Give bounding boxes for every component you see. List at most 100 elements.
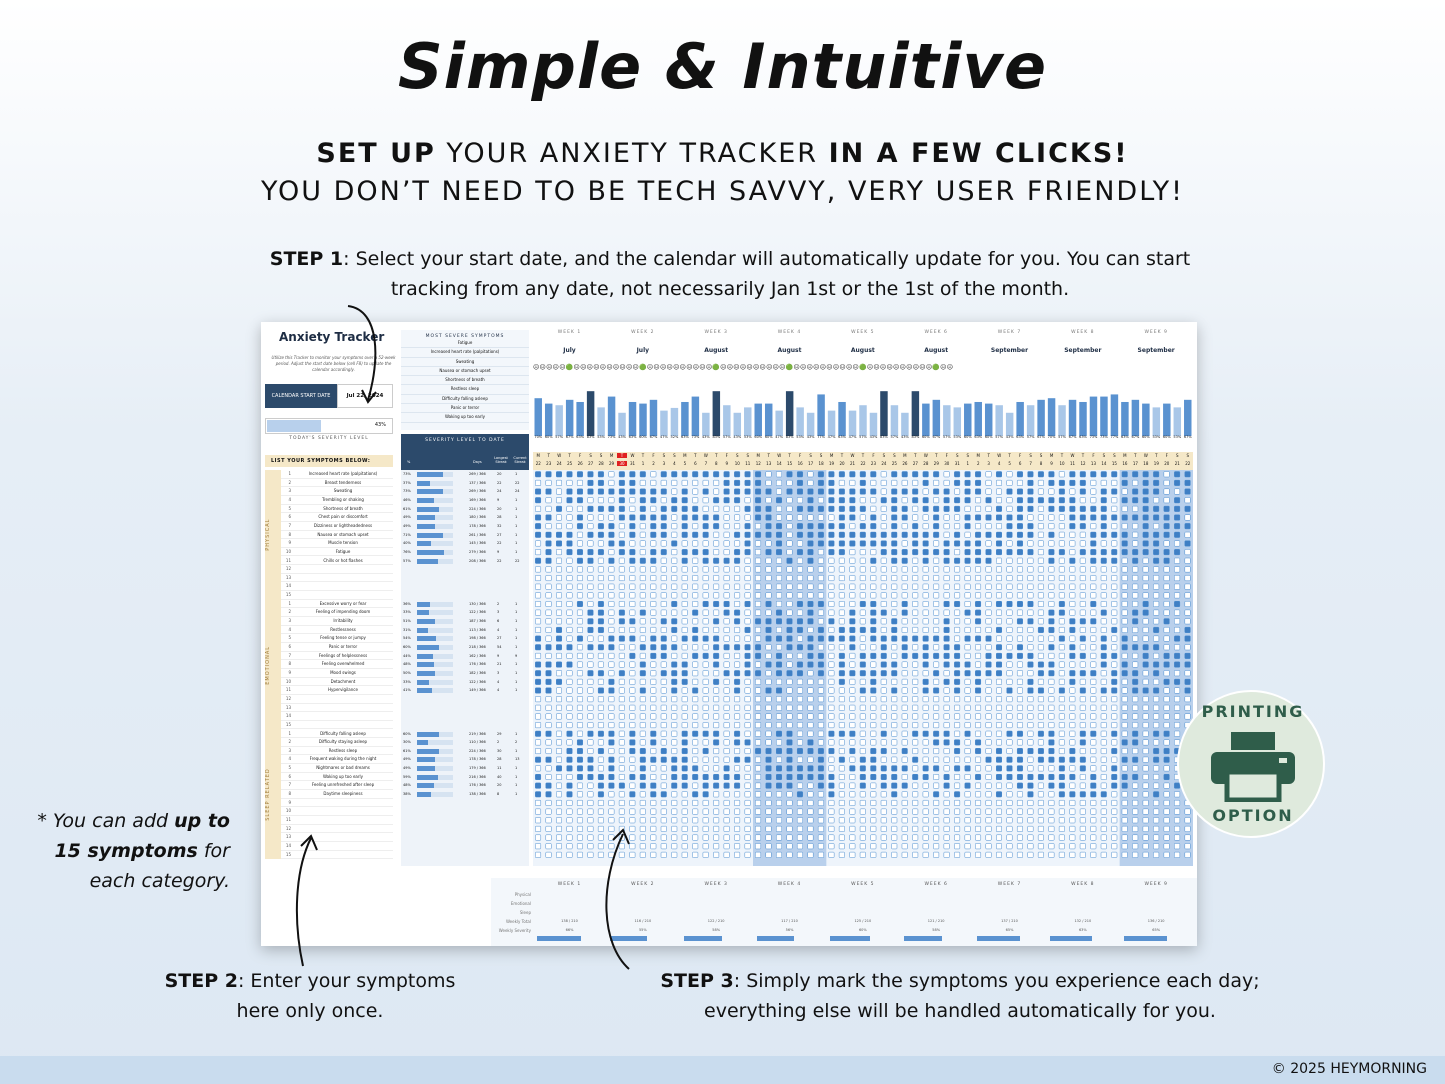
checkbox[interactable] [933,583,940,590]
checkbox[interactable] [870,505,877,512]
checkbox[interactable] [744,514,751,521]
checkbox-checked[interactable] [891,791,898,798]
checkbox[interactable] [1184,834,1191,841]
checkbox[interactable] [1163,497,1170,504]
checkbox-checked[interactable] [692,635,699,642]
checkbox[interactable] [1090,834,1097,841]
checkbox[interactable] [597,722,604,729]
checkbox[interactable] [734,722,741,729]
checkbox-checked[interactable] [1058,756,1065,763]
checkbox[interactable] [1090,713,1097,720]
checkbox[interactable] [901,704,908,711]
checkbox-checked[interactable] [618,488,625,495]
checkbox-checked[interactable] [587,557,594,564]
checkbox[interactable] [786,817,793,824]
checkbox[interactable] [1142,722,1149,729]
checkbox[interactable] [870,549,877,556]
checkbox-checked[interactable] [1184,652,1191,659]
checkbox[interactable] [964,626,971,633]
checkbox[interactable] [535,808,542,815]
checkbox-checked[interactable] [849,505,856,512]
checkbox-checked[interactable] [1100,514,1107,521]
checkbox-checked[interactable] [859,488,866,495]
checkbox[interactable] [880,817,887,824]
checkbox[interactable] [912,618,919,625]
checkbox[interactable] [566,704,573,711]
checkbox[interactable] [912,799,919,806]
checkbox-checked[interactable] [765,531,772,538]
checkbox-checked[interactable] [692,609,699,616]
checkbox-checked[interactable] [597,670,604,677]
checkbox-checked[interactable] [828,618,835,625]
checkbox[interactable] [535,817,542,824]
checkbox-checked[interactable] [859,652,866,659]
checkbox[interactable] [943,799,950,806]
checkbox-checked[interactable] [1027,687,1034,694]
checkbox-checked[interactable] [786,748,793,755]
checkbox[interactable] [660,497,667,504]
checkbox[interactable] [1027,799,1034,806]
checkbox[interactable] [859,497,866,504]
checkbox-checked[interactable] [629,557,636,564]
checkbox[interactable] [838,592,845,599]
checkbox[interactable] [671,652,678,659]
symptom-name[interactable]: Daytime sleepiness [323,791,363,797]
checkbox-checked[interactable] [1163,661,1170,668]
checkbox-checked[interactable] [734,609,741,616]
checkbox[interactable] [1100,670,1107,677]
checkbox[interactable] [650,670,657,677]
checkbox[interactable] [964,687,971,694]
checkbox[interactable] [943,843,950,850]
checkbox-checked[interactable] [545,730,552,737]
checkbox-checked[interactable] [660,635,667,642]
checkbox[interactable] [1153,497,1160,504]
checkbox[interactable] [1006,471,1013,478]
checkbox-checked[interactable] [901,514,908,521]
checkbox[interactable] [933,817,940,824]
checkbox-checked[interactable] [1048,670,1055,677]
checkbox[interactable] [786,825,793,832]
checkbox-checked[interactable] [1069,505,1076,512]
checkbox[interactable] [838,722,845,729]
checkbox[interactable] [650,601,657,607]
checkbox[interactable] [681,644,688,651]
checkbox[interactable] [933,644,940,651]
checkbox[interactable] [1058,834,1065,841]
checkbox[interactable] [692,799,699,806]
checkbox[interactable] [954,834,961,841]
checkbox[interactable] [985,799,992,806]
checkbox-checked[interactable] [996,531,1003,538]
checkbox[interactable] [660,609,667,616]
checkbox[interactable] [901,523,908,530]
checkbox-checked[interactable] [817,635,824,642]
checkbox-checked[interactable] [975,514,982,521]
checkbox-checked[interactable] [608,774,615,780]
checkbox[interactable] [755,791,762,798]
checkbox[interactable] [891,678,898,685]
checkbox[interactable] [1100,825,1107,832]
checkbox[interactable] [1174,851,1181,858]
checkbox[interactable] [891,808,898,815]
checkbox[interactable] [838,739,845,746]
checkbox[interactable] [1163,765,1170,772]
checkbox[interactable] [1079,851,1086,858]
checkbox[interactable] [838,765,845,772]
checkbox[interactable] [618,626,625,633]
checkbox-checked[interactable] [723,488,730,495]
checkbox-checked[interactable] [723,782,730,789]
checkbox[interactable] [618,661,625,668]
checkbox[interactable] [566,505,573,512]
checkbox-checked[interactable] [870,523,877,530]
checkbox-checked[interactable] [859,471,866,478]
checkbox-checked[interactable] [985,531,992,538]
checkbox[interactable] [849,704,856,711]
checkbox[interactable] [1027,609,1034,616]
checkbox[interactable] [1037,739,1044,746]
checkbox[interactable] [912,782,919,789]
checkbox-checked[interactable] [1090,549,1097,556]
checkbox-checked[interactable] [755,488,762,495]
checkbox[interactable] [545,626,552,633]
checkbox[interactable] [650,722,657,729]
checkbox[interactable] [1090,609,1097,616]
checkbox-checked[interactable] [922,661,929,668]
